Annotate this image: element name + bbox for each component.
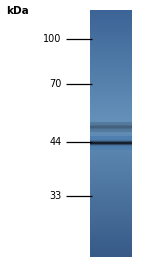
Text: 44: 44 xyxy=(49,136,62,147)
Text: kDa: kDa xyxy=(6,6,29,16)
Text: 70: 70 xyxy=(49,79,62,89)
Text: 100: 100 xyxy=(43,34,62,44)
Text: 33: 33 xyxy=(49,191,62,201)
